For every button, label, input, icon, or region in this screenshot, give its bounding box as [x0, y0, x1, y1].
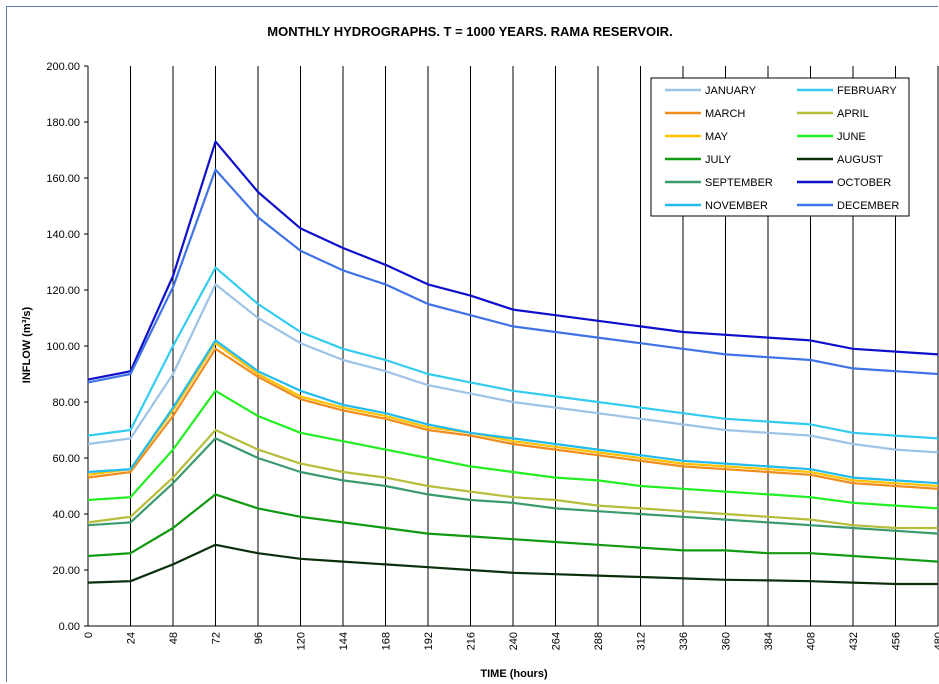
series-layer [87, 140, 939, 586]
x-tick-label: 120 [296, 632, 308, 650]
series-line-march [87, 347, 939, 490]
x-tick-label: 336 [678, 632, 690, 650]
series-line-september [87, 437, 939, 535]
chart-title: MONTHLY HYDROGRAPHS. T = 1000 YEARS. RAM… [267, 24, 672, 39]
y-tick-label: 40.00 [52, 509, 80, 521]
x-tick-label: 360 [721, 632, 733, 650]
y-tick-label: 100.00 [46, 341, 80, 353]
series-line-october [87, 140, 939, 381]
legend-label-december: DECEMBER [837, 200, 899, 212]
legend-label-may: MAY [705, 131, 729, 143]
y-tick-label: 200.00 [46, 61, 80, 73]
x-tick-label: 48 [168, 632, 180, 644]
y-tick-label: 180.00 [46, 117, 80, 129]
y-tick-label: 0.00 [59, 621, 80, 633]
series-line-august [87, 543, 938, 586]
x-tick-label: 384 [763, 632, 775, 650]
x-tick-label: 168 [381, 632, 393, 650]
legend: JANUARY FEBRUARY MARCH APRIL MAY JUNE JULY AUGU… [650, 77, 910, 217]
x-tick-label: 288 [593, 632, 605, 650]
y-tick-label: 140.00 [46, 229, 80, 241]
x-tick-label: 240 [508, 632, 520, 650]
axes-layer: 0 24 48 72 96 120 144 168 192 216 240 264 288 312 336 3… [46, 61, 939, 650]
series-line-november [87, 339, 939, 485]
x-tick-label: 192 [423, 632, 435, 650]
x-tick-label: 408 [806, 632, 818, 650]
x-tick-label: 0 [83, 632, 95, 638]
x-tick-label: 480 [933, 632, 939, 650]
series-line-may [87, 342, 939, 488]
legend-label-april: APRIL [837, 108, 869, 120]
y-axis-title: INFLOW (m³/s) [21, 306, 33, 383]
x-tick-label: 72 [211, 632, 223, 644]
x-tick-label: 312 [636, 632, 648, 650]
y-tick-label: 160.00 [46, 173, 80, 185]
y-tick-label: 120.00 [46, 285, 80, 297]
x-tick-label: 216 [466, 632, 478, 650]
legend-label-october: OCTOBER [837, 177, 891, 189]
y-tick-label: 20.00 [52, 565, 80, 577]
legend-label-march: MARCH [705, 108, 745, 120]
legend-label-august: AUGUST [837, 154, 883, 166]
series-line-july [87, 493, 939, 563]
series-line-december [87, 168, 939, 384]
x-tick-label: 456 [891, 632, 903, 650]
legend-label-january: JANUARY [705, 85, 757, 97]
legend-label-september: SEPTEMBER [705, 177, 773, 189]
series-line-april [87, 428, 938, 530]
series-line-june [87, 389, 939, 510]
legend-label-june: JUNE [837, 131, 866, 143]
x-tick-label: 432 [848, 632, 860, 650]
x-tick-label: 144 [338, 632, 350, 650]
series-line-january [87, 283, 939, 454]
x-tick-label: 264 [551, 632, 563, 650]
series-line-february [87, 266, 939, 440]
y-tick-label: 80.00 [52, 397, 80, 409]
legend-label-february: FEBRUARY [837, 85, 897, 97]
x-tick-label: 24 [126, 632, 138, 644]
x-tick-label: 96 [253, 632, 265, 644]
y-tick-label: 60.00 [52, 453, 80, 465]
legend-box [650, 77, 910, 217]
x-axis-title: TIME (hours) [480, 668, 548, 680]
legend-label-november: NOVEMBER [705, 200, 768, 212]
legend-label-july: JULY [705, 154, 732, 166]
